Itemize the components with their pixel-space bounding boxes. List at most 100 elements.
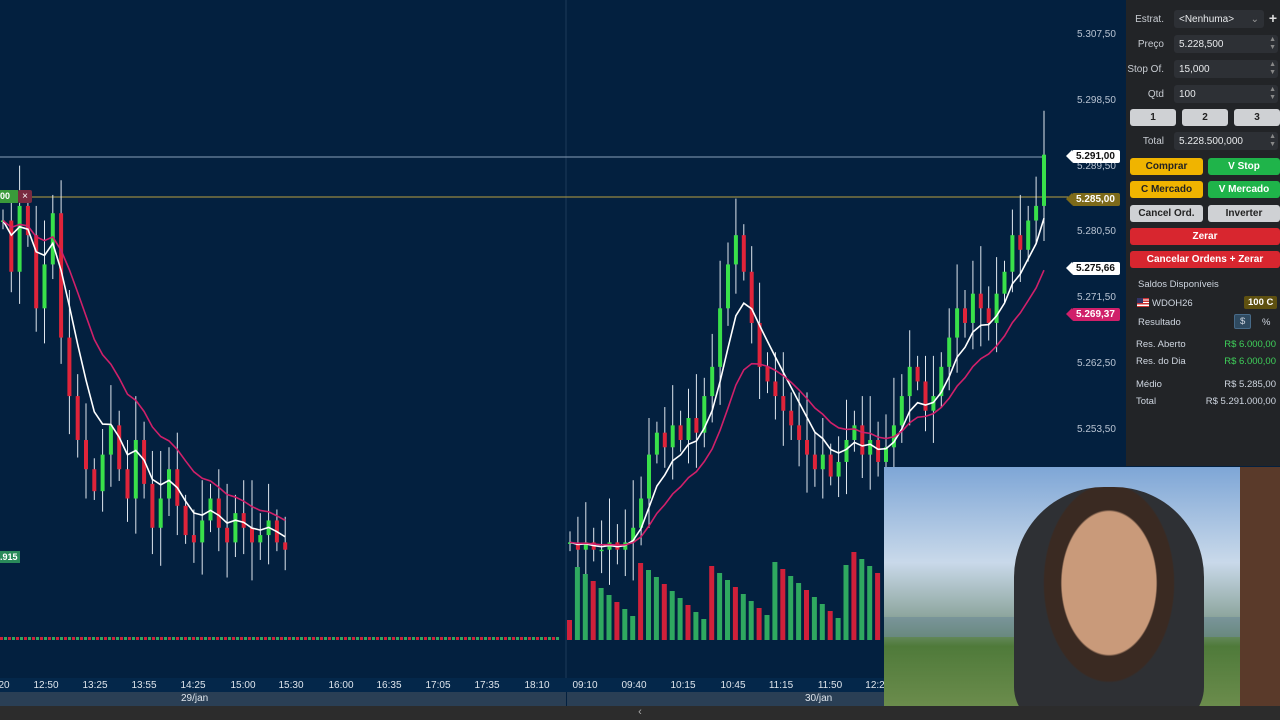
v-mercado-button[interactable]: V Mercado bbox=[1208, 181, 1280, 198]
volume-bar bbox=[540, 637, 543, 640]
inverter-button[interactable]: Inverter bbox=[1208, 205, 1280, 222]
ema-fast-tag: 5.275,66 bbox=[1066, 262, 1120, 275]
spinner-icon[interactable]: ▲ ▼ bbox=[1269, 86, 1276, 101]
volume-bar bbox=[432, 637, 435, 640]
order-label[interactable]: 00 bbox=[0, 190, 18, 203]
candle-body bbox=[34, 235, 39, 309]
qtd-input[interactable]: 100 ▲ ▼ bbox=[1174, 85, 1278, 103]
zerar-button[interactable]: Zerar bbox=[1130, 228, 1280, 245]
price-label: 5.289,50 bbox=[1077, 161, 1116, 172]
candle-body bbox=[915, 366, 920, 382]
cancel-and-zerar-button[interactable]: Cancelar Ordens + Zerar bbox=[1130, 251, 1280, 268]
volume-bar bbox=[80, 637, 83, 640]
candle-body bbox=[158, 498, 163, 528]
volume-bar bbox=[148, 637, 151, 640]
estrat-select[interactable]: <Nenhuma> ⌄ bbox=[1174, 10, 1264, 28]
volume-bar bbox=[368, 637, 371, 640]
volume-bar bbox=[116, 637, 119, 640]
scroll-left-icon[interactable]: ‹ bbox=[638, 706, 642, 718]
volume-bar bbox=[508, 637, 511, 640]
volume-bar bbox=[524, 637, 527, 640]
volume-bar bbox=[851, 552, 857, 640]
ema-slow-line bbox=[2, 219, 286, 522]
volume-bar bbox=[256, 637, 259, 640]
candle-body bbox=[125, 469, 130, 499]
volume-bar bbox=[176, 637, 179, 640]
preco-input[interactable]: 5.228,500 ▲ ▼ bbox=[1174, 35, 1278, 53]
qty-3-button[interactable]: 3 bbox=[1234, 109, 1280, 126]
add-strategy-icon[interactable]: + bbox=[1268, 10, 1277, 26]
time-label: 10:15 bbox=[670, 680, 696, 691]
cancel-orders-button[interactable]: Cancel Ord. bbox=[1130, 205, 1203, 222]
volume-bar bbox=[92, 637, 95, 640]
candle-body bbox=[575, 542, 580, 550]
volume-bar bbox=[128, 637, 131, 640]
volume-bar bbox=[693, 612, 699, 640]
volume-bar bbox=[276, 637, 279, 640]
res-aberto-value: R$ 6.000,00 bbox=[1224, 339, 1276, 350]
volume-bar bbox=[168, 637, 171, 640]
volume-bar bbox=[60, 637, 63, 640]
volume-bar bbox=[867, 566, 873, 640]
candle-body bbox=[599, 549, 604, 552]
ema-fast-line bbox=[569, 218, 1045, 548]
volume-bar bbox=[804, 590, 809, 640]
candle-body bbox=[686, 418, 691, 440]
candle-body bbox=[749, 271, 754, 323]
candle-body bbox=[702, 396, 707, 433]
candle-body bbox=[852, 425, 857, 440]
candle-body bbox=[25, 205, 30, 236]
time-label: 16:35 bbox=[376, 680, 402, 691]
volume-bar bbox=[40, 637, 43, 640]
volume-bar bbox=[188, 637, 191, 640]
close-order-icon[interactable]: × bbox=[18, 190, 32, 203]
candle-body bbox=[757, 322, 762, 367]
currency-toggle[interactable]: $ bbox=[1234, 314, 1252, 329]
candle-body bbox=[654, 432, 659, 455]
price-label: 5.253,50 bbox=[1077, 424, 1116, 435]
volume-bar bbox=[100, 637, 103, 640]
v-stop-button[interactable]: V Stop bbox=[1208, 158, 1280, 175]
volume-bar bbox=[232, 637, 235, 640]
volume-bar bbox=[96, 637, 99, 640]
volume-bar bbox=[717, 573, 723, 640]
last-price-tag: 5.291,00 bbox=[1066, 150, 1120, 163]
spinner-icon[interactable]: ▲ ▼ bbox=[1269, 133, 1276, 148]
volume-bar bbox=[748, 601, 754, 640]
comprar-button[interactable]: Comprar bbox=[1130, 158, 1203, 175]
volume-bar bbox=[360, 637, 363, 640]
spinner-icon[interactable]: ▲ ▼ bbox=[1269, 61, 1276, 76]
total-input[interactable]: 5.228.500,000 ▲ ▼ bbox=[1174, 132, 1278, 150]
candle-body bbox=[17, 205, 22, 272]
volume-bar bbox=[340, 637, 343, 640]
candle-body bbox=[931, 396, 936, 411]
c-mercado-button[interactable]: C Mercado bbox=[1130, 181, 1203, 198]
volume-bar bbox=[396, 637, 399, 640]
candle-body bbox=[92, 469, 97, 492]
volume-bar bbox=[356, 637, 359, 640]
candle-body bbox=[733, 235, 738, 265]
person-image bbox=[1014, 487, 1204, 706]
qty-2-button[interactable]: 2 bbox=[1182, 109, 1228, 126]
volume-bar bbox=[76, 637, 79, 640]
volume-bar bbox=[492, 637, 495, 640]
candle-body bbox=[258, 535, 263, 543]
volume-bar bbox=[843, 565, 849, 640]
volume-bar bbox=[424, 637, 427, 640]
stop-label[interactable]: .915 bbox=[0, 551, 20, 563]
horizontal-scrollbar[interactable]: ‹ bbox=[0, 706, 1280, 720]
volume-bar bbox=[701, 619, 707, 640]
volume-bar bbox=[4, 637, 7, 640]
volume-bar bbox=[420, 637, 423, 640]
volume-bar bbox=[725, 580, 730, 640]
spinner-icon[interactable]: ▲ ▼ bbox=[1269, 36, 1276, 51]
qty-1-button[interactable]: 1 bbox=[1130, 109, 1176, 126]
stop-input[interactable]: 15,000 ▲ ▼ bbox=[1174, 60, 1278, 78]
order-panel: Estrat. <Nenhuma> ⌄ + Preço 5.228,500 ▲ ▼ St… bbox=[1126, 0, 1280, 466]
volume-bar bbox=[875, 573, 881, 640]
price-chart[interactable] bbox=[0, 0, 1126, 678]
volume-bar bbox=[56, 637, 59, 640]
percent-toggle[interactable]: % bbox=[1262, 317, 1271, 328]
volume-bar bbox=[500, 637, 503, 640]
volume-bar bbox=[308, 637, 311, 640]
